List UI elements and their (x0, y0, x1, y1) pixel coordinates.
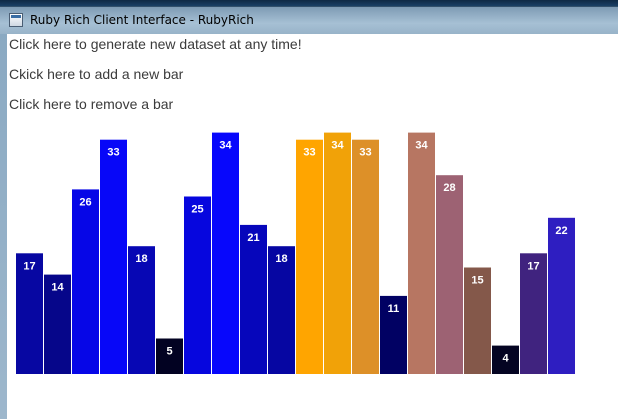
window-titlebar[interactable]: Ruby Rich Client Interface - RubyRich (0, 7, 618, 34)
window-title: Ruby Rich Client Interface - RubyRich (30, 13, 254, 27)
bar-value-label: 18 (135, 253, 147, 265)
bar-value-label: 26 (79, 196, 91, 208)
chart-bar (548, 217, 575, 374)
chart-bar (324, 132, 351, 374)
bar-value-label: 17 (527, 260, 539, 272)
bar-value-label: 34 (219, 140, 232, 152)
bar-value-label: 18 (275, 253, 287, 265)
bar-value-label: 28 (443, 182, 455, 194)
bar-value-label: 33 (303, 147, 315, 159)
bar-value-label: 33 (359, 147, 371, 159)
bar-value-label: 15 (471, 275, 483, 287)
bar-value-label: 34 (331, 140, 344, 152)
chart-bar (408, 132, 435, 374)
chart-bar (520, 253, 547, 374)
remove-bar-link[interactable]: Click here to remove a bar (9, 96, 174, 112)
application-icon[interactable] (9, 13, 23, 27)
chart-bar (352, 139, 379, 374)
chart-bar (212, 132, 239, 374)
bar-value-label: 34 (415, 140, 428, 152)
bar-chart: 17 14 26 33 18 5 25 34 21 18 33 34 33 11 34 28 15 4 17 22 (16, 132, 575, 374)
chart-bar (16, 253, 43, 374)
bar-value-label: 17 (23, 260, 35, 272)
generate-dataset-link[interactable]: Click here to generate new dataset at an… (9, 36, 302, 52)
chart-bar (492, 345, 519, 374)
bar-value-label: 25 (191, 204, 203, 216)
bar-value-label: 33 (107, 147, 119, 159)
bar-value-label: 11 (388, 303, 400, 315)
chart-bar (296, 139, 323, 374)
chart-bar (128, 246, 155, 374)
chart-bar (240, 224, 267, 374)
chart-bar (380, 295, 407, 374)
bar-value-label: 14 (51, 282, 64, 294)
desktop-background (0, 0, 618, 8)
chart-bar (156, 338, 183, 374)
chart-bar (184, 196, 211, 374)
chart-bar (464, 267, 491, 374)
bar-value-label: 5 (166, 346, 172, 358)
chart-bar (72, 189, 99, 374)
application-window: Ruby Rich Client Interface - RubyRich Cl… (0, 6, 618, 419)
bar-value-label: 22 (555, 225, 567, 237)
chart-bar (100, 139, 127, 374)
bar-value-label: 4 (502, 353, 509, 365)
bar-value-label: 21 (247, 232, 259, 244)
chart-bar (44, 274, 71, 374)
chart-bar (268, 246, 295, 374)
add-bar-link[interactable]: Ckick here to add a new bar (9, 66, 184, 82)
chart-bar (436, 175, 463, 374)
client-area: Click here to generate new dataset at an… (7, 34, 618, 419)
